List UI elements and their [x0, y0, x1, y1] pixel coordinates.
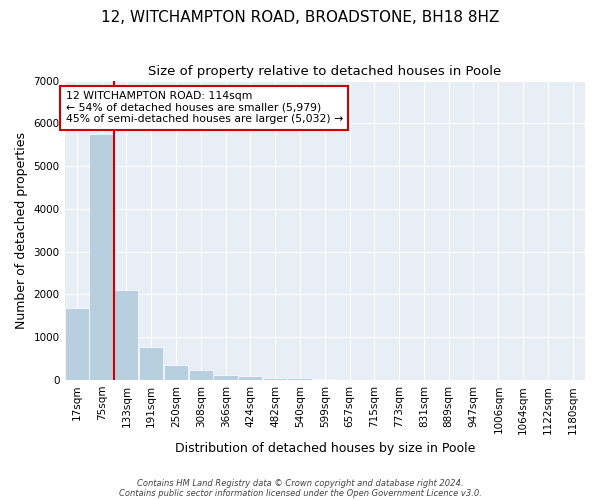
Bar: [65, 308, 89, 380]
Y-axis label: Number of detached properties: Number of detached properties: [15, 132, 28, 329]
Bar: [89, 134, 113, 380]
Bar: [164, 364, 188, 380]
Text: Contains HM Land Registry data © Crown copyright and database right 2024.: Contains HM Land Registry data © Crown c…: [137, 478, 463, 488]
Bar: [287, 378, 312, 380]
Bar: [139, 346, 163, 380]
Bar: [188, 370, 213, 380]
Bar: [214, 375, 238, 380]
Bar: [313, 379, 337, 380]
Bar: [114, 290, 138, 380]
Bar: [263, 378, 287, 380]
Title: Size of property relative to detached houses in Poole: Size of property relative to detached ho…: [148, 65, 502, 78]
Text: 12, WITCHAMPTON ROAD, BROADSTONE, BH18 8HZ: 12, WITCHAMPTON ROAD, BROADSTONE, BH18 8…: [101, 10, 499, 25]
Text: Contains public sector information licensed under the Open Government Licence v3: Contains public sector information licen…: [119, 488, 481, 498]
Text: 12 WITCHAMPTON ROAD: 114sqm
← 54% of detached houses are smaller (5,979)
45% of : 12 WITCHAMPTON ROAD: 114sqm ← 54% of det…: [66, 91, 343, 124]
Bar: [238, 376, 262, 380]
X-axis label: Distribution of detached houses by size in Poole: Distribution of detached houses by size …: [175, 442, 475, 455]
